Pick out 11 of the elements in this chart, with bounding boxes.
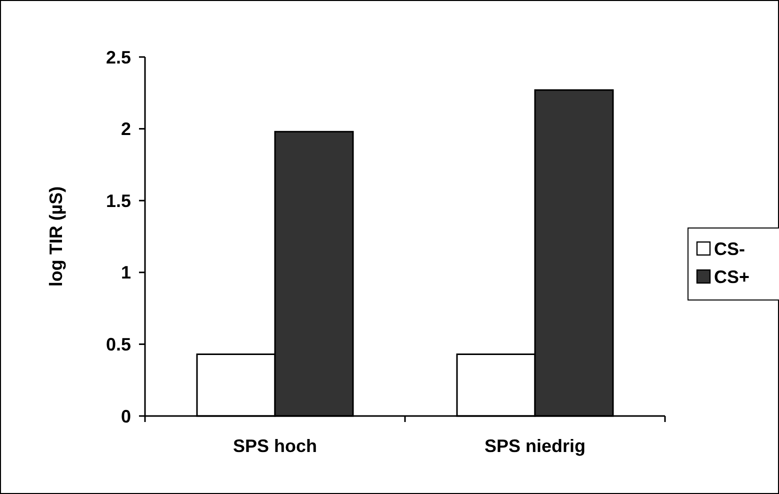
y-axis-title: log TIR (µS) <box>46 186 66 287</box>
x-tick-label: SPS niedrig <box>484 436 586 456</box>
y-tick-label: 1 <box>120 262 131 283</box>
legend-label: CS+ <box>714 266 750 287</box>
y-tick-label: 2 <box>120 119 131 140</box>
x-tick-label: SPS hoch <box>232 436 318 456</box>
y-tick-label: 1.5 <box>106 190 131 211</box>
y-tick-label: 0 <box>120 406 131 426</box>
legend-label: CS- <box>714 238 746 259</box>
y-tick-label: 0.5 <box>106 334 131 354</box>
y-tick-label: 2.5 <box>106 47 131 68</box>
